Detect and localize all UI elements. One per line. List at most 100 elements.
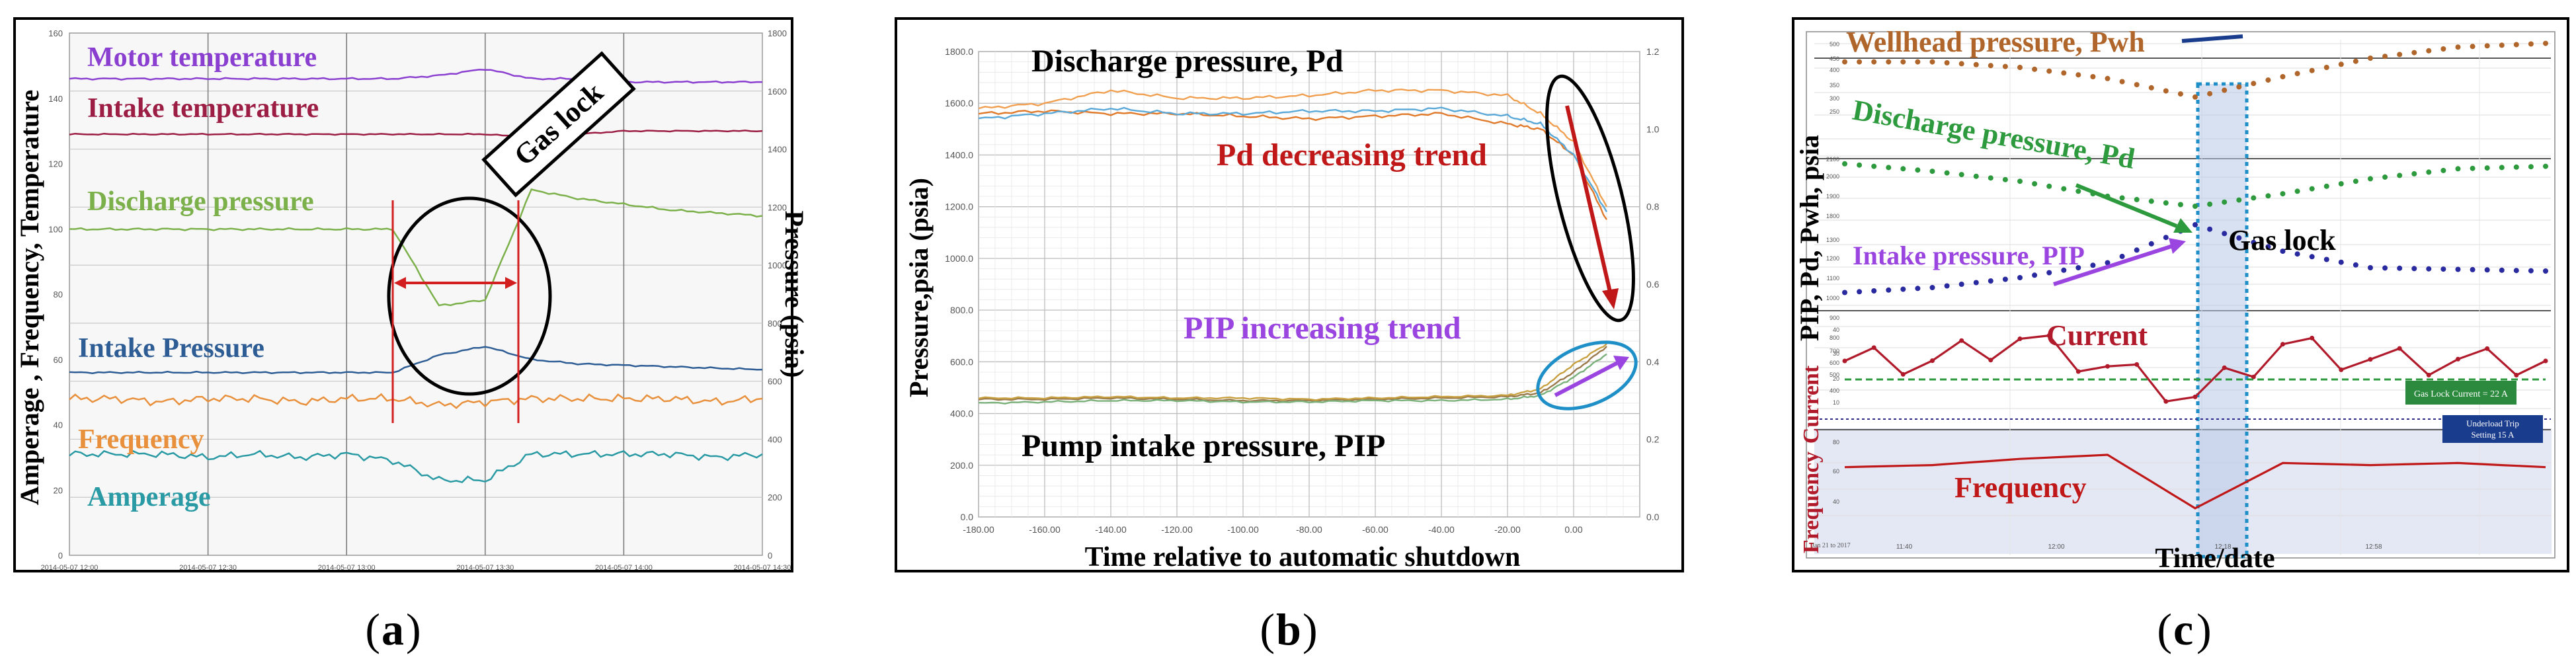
series-dot-discharge-pressure-pd bbox=[2003, 177, 2008, 182]
series-dot-intake-pressure-pip bbox=[1900, 287, 1906, 292]
series-dot-current bbox=[2485, 346, 2489, 351]
label-intake-pressure-pip: Intake pressure, PIP bbox=[1853, 241, 2085, 270]
series-dot-wellhead-pressure-pwh bbox=[1900, 59, 1906, 65]
series-dot-intake-pressure-pip bbox=[1915, 286, 1920, 291]
y-tick-label: 1200 bbox=[1826, 255, 1839, 262]
series-dot-intake-pressure-pip bbox=[1988, 278, 1993, 284]
series-dot-current bbox=[2105, 364, 2110, 369]
series-dot-current bbox=[2456, 357, 2460, 362]
caption-a-close: ) bbox=[406, 604, 421, 654]
series-dot-discharge-pressure-pd bbox=[2411, 171, 2417, 177]
series-dot-wellhead-pressure-pwh bbox=[2105, 76, 2111, 81]
y-left-tick-label: 120 bbox=[48, 159, 63, 169]
gas-lock-current-label: Gas Lock Current = 22 A bbox=[2414, 389, 2509, 399]
series-dot-discharge-pressure-pd bbox=[1974, 174, 1979, 179]
y-right-tick-label: 1600 bbox=[768, 87, 787, 97]
series-dot-discharge-pressure-pd bbox=[2236, 198, 2241, 203]
series-dot-discharge-pressure-pd bbox=[1930, 169, 1935, 174]
y-tick-label: 350 bbox=[1830, 82, 1839, 89]
panel-c: 5004504003503002502100200019001800130012… bbox=[1793, 19, 2568, 654]
y-right-tick-label: 0.8 bbox=[1646, 202, 1660, 212]
y-left-tick-label: 0.0 bbox=[961, 512, 974, 522]
series-dot-intake-pressure-pip bbox=[2003, 277, 2008, 282]
series-dot-current bbox=[2368, 357, 2373, 362]
y-tick-label: 1300 bbox=[1826, 237, 1839, 243]
x-tick-label: 2014-05-07 13:30 bbox=[456, 564, 514, 572]
series-dot-intake-pressure-pip bbox=[2440, 266, 2446, 272]
series-dot-discharge-pressure-pd bbox=[2485, 165, 2490, 171]
x-tick-label: 2014-05-07 12:30 bbox=[179, 564, 237, 572]
x-tick-label: -100.00 bbox=[1227, 524, 1259, 535]
series-dot-wellhead-pressure-pwh bbox=[1988, 63, 1993, 68]
series-dot-discharge-pressure-pd bbox=[2514, 165, 2519, 170]
series-dot-discharge-pressure-pd bbox=[2295, 188, 2300, 194]
label-discharge-pressure-pd: Discharge pressure, Pd bbox=[1031, 44, 1344, 79]
x-tick-label: -180.00 bbox=[963, 524, 994, 535]
series-dot-intake-pressure-pip bbox=[2411, 266, 2417, 271]
series-dot-intake-pressure-pip bbox=[2456, 267, 2461, 272]
series-dot-wellhead-pressure-pwh bbox=[2411, 50, 2417, 56]
panel-c-x-label: Time/date bbox=[2155, 543, 2274, 574]
series-dot-discharge-pressure-pd bbox=[1871, 164, 1876, 169]
y-right-tick-label: 0.0 bbox=[1646, 512, 1660, 522]
series-dot-discharge-pressure-pd bbox=[1842, 161, 1847, 167]
series-dot-intake-pressure-pip bbox=[2163, 235, 2169, 240]
series-dot-wellhead-pressure-pwh bbox=[2120, 79, 2125, 85]
series-dot-wellhead-pressure-pwh bbox=[2353, 59, 2358, 64]
series-dot-intake-pressure-pip bbox=[2046, 270, 2052, 276]
caption-b-open: ( bbox=[1260, 604, 1275, 654]
y-left-tick-label: 400.0 bbox=[950, 409, 973, 419]
panel-a-y-left-label: Amperage , Frequency, Temperature bbox=[15, 90, 44, 505]
y-tick-label: 500 bbox=[1830, 41, 1839, 48]
series-dot-wellhead-pressure-pwh bbox=[2295, 71, 2300, 76]
series-dot-current bbox=[2514, 373, 2518, 377]
y-left-tick-label: 1400.0 bbox=[945, 149, 973, 160]
series-dot-wellhead-pressure-pwh bbox=[2046, 69, 2052, 74]
y-left-tick-label: 1600.0 bbox=[945, 98, 973, 108]
x-tick-label: 11:40 bbox=[1896, 543, 1913, 551]
series-dot-wellhead-pressure-pwh bbox=[2470, 44, 2475, 49]
series-dot-wellhead-pressure-pwh bbox=[2310, 68, 2315, 73]
caption-a-letter: a bbox=[382, 604, 404, 654]
series-dot-wellhead-pressure-pwh bbox=[2003, 64, 2008, 69]
series-dot-wellhead-pressure-pwh bbox=[2382, 54, 2388, 59]
series-dot-intake-pressure-pip bbox=[1959, 282, 1964, 287]
series-dot-intake-pressure-pip bbox=[2339, 260, 2344, 265]
series-dot-wellhead-pressure-pwh bbox=[2163, 89, 2169, 94]
current-tick-label: 30 bbox=[1833, 350, 1839, 357]
x-tick-label: -160.00 bbox=[1029, 524, 1061, 535]
series-dot-wellhead-pressure-pwh bbox=[1886, 59, 1891, 65]
series-dot-discharge-pressure-pd bbox=[2134, 197, 2140, 202]
series-dot-intake-pressure-pip bbox=[2353, 262, 2358, 268]
series-dot-wellhead-pressure-pwh bbox=[2440, 46, 2446, 52]
series-dot-wellhead-pressure-pwh bbox=[2514, 42, 2519, 48]
panel-c-frequency-axis-label: Frequency bbox=[1799, 451, 1824, 553]
series-dot-discharge-pressure-pd bbox=[2046, 184, 2052, 189]
series-dot-intake-pressure-pip bbox=[1886, 288, 1891, 293]
series-dot-wellhead-pressure-pwh bbox=[2339, 61, 2344, 67]
series-dot-wellhead-pressure-pwh bbox=[1857, 59, 1862, 65]
series-dot-discharge-pressure-pd bbox=[2251, 195, 2256, 200]
frequency-tick-label: 80 bbox=[1833, 439, 1839, 446]
x-tick-label: 2014-05-07 12:00 bbox=[41, 564, 99, 572]
label-frequency: Frequency bbox=[78, 424, 204, 455]
y-right-tick-label: 0.4 bbox=[1646, 356, 1660, 367]
y-tick-label: 450 bbox=[1830, 56, 1839, 62]
current-tick-label: 40 bbox=[1833, 327, 1839, 333]
series-dot-wellhead-pressure-pwh bbox=[2368, 56, 2373, 61]
label-pump-intake-pressure: Pump intake pressure, PIP bbox=[1022, 428, 1385, 463]
y-tick-label: 1000 bbox=[1826, 295, 1839, 301]
series-dot-current bbox=[1988, 358, 1993, 362]
series-dot-current bbox=[1843, 359, 1847, 364]
series-dot-intake-pressure-pip bbox=[2222, 231, 2227, 236]
series-dot-wellhead-pressure-pwh bbox=[2485, 43, 2490, 48]
label-intake-pressure: Intake Pressure bbox=[78, 333, 264, 364]
series-dot-discharge-pressure-pd bbox=[2426, 169, 2431, 175]
label-discharge-pressure: Discharge pressure bbox=[87, 186, 314, 217]
series-dot-wellhead-pressure-pwh bbox=[2280, 74, 2286, 79]
y-left-tick-label: 200.0 bbox=[950, 460, 973, 471]
series-dot-discharge-pressure-pd bbox=[2368, 176, 2373, 181]
x-tick-label: -40.00 bbox=[1428, 524, 1455, 535]
series-dot-discharge-pressure-pd bbox=[2207, 202, 2212, 207]
